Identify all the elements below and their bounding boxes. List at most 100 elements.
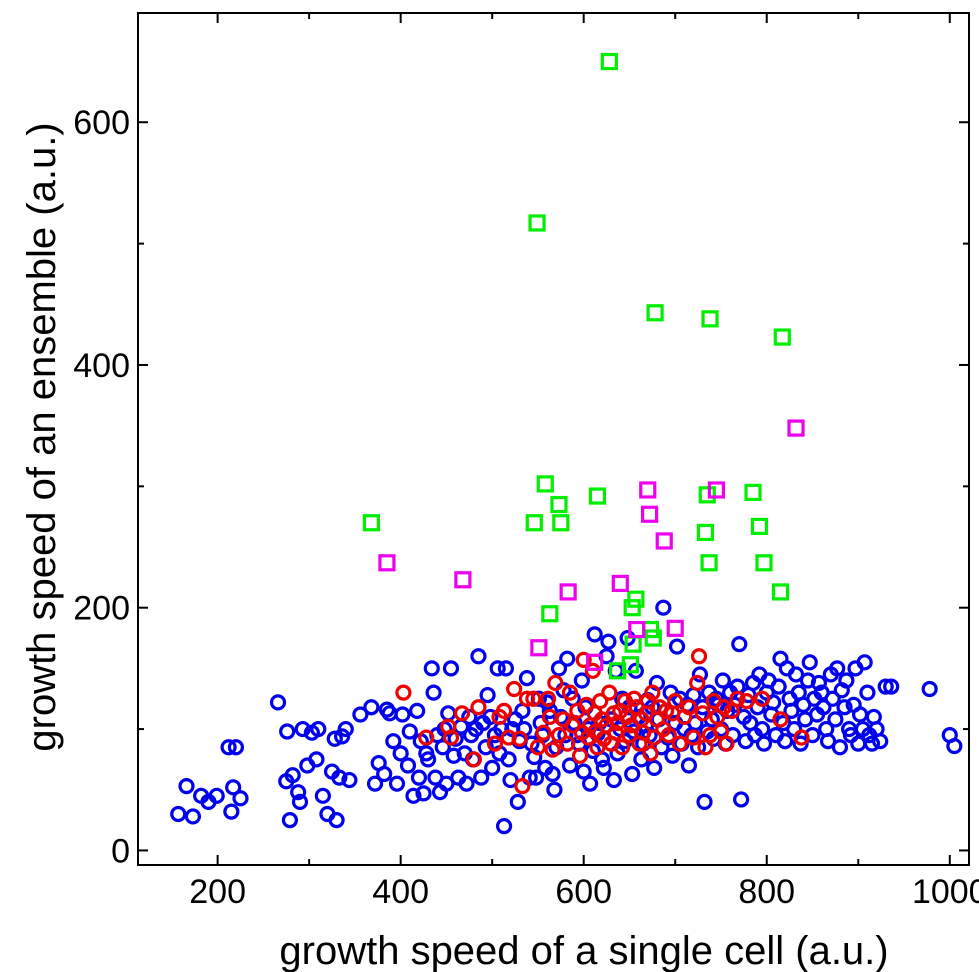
data-point [473,769,490,786]
data-point [582,775,599,792]
plot-frame [137,12,970,866]
data-point [208,787,225,804]
data-point [547,674,564,692]
data-point [754,720,771,738]
data-point [783,702,800,719]
data-point [418,729,435,746]
data-point [588,487,607,505]
data-point [489,660,506,677]
y-tick-label: 400 [73,347,130,385]
data-point [477,739,494,756]
data-point [701,310,719,328]
data-point [655,599,672,616]
data-point [479,686,496,704]
data-point [470,699,487,716]
x-tick-label: 400 [372,873,429,911]
data-point [575,651,592,668]
data-point [859,684,876,701]
data-point [308,751,325,768]
data-point [872,733,889,750]
data-point [838,672,855,689]
data-point [225,779,242,796]
data-point [639,481,657,499]
data-point [770,678,787,695]
data-point [454,571,472,589]
data-point [592,693,609,710]
data-point [314,787,331,804]
data-point [378,554,396,572]
data-point [787,419,805,437]
data-point [366,775,384,792]
data-point [787,666,805,683]
data-point [883,678,900,695]
data-point [525,690,542,707]
x-tick-label: 1000 [912,873,979,911]
data-point [536,475,554,493]
data-point [624,765,641,783]
data-point [621,656,639,674]
data-point [541,605,559,623]
data-point [442,660,460,677]
data-point [281,811,299,829]
data-point [227,739,245,756]
data-point [526,748,543,766]
x-axis-title: growth speed of a single cell (a.u.) [279,929,888,972]
data-point [511,730,528,747]
data-point [388,775,406,792]
data-point [696,523,715,542]
data-point [482,708,499,726]
data-point [425,684,442,701]
data-point [733,791,750,808]
data-point [405,787,422,804]
data-point [291,793,309,810]
data-point [718,735,735,752]
data-point [671,735,688,752]
data-point [539,690,557,707]
data-point [341,771,358,789]
data-point [571,747,589,764]
data-point [514,778,531,795]
y-tick-label: 600 [73,104,130,142]
data-point [284,767,301,784]
data-point [600,52,618,71]
data-point [310,720,327,738]
data-point [509,793,526,810]
data-point [715,699,732,716]
data-point [646,304,664,322]
data-point [392,745,409,762]
data-point [685,729,702,746]
data-point [561,684,579,701]
data-point [586,653,604,671]
data-point [628,620,646,639]
series-2 [395,648,810,795]
data-point [486,735,504,752]
data-point [518,669,536,687]
data-point [755,735,773,752]
data-point [819,733,837,750]
data-point [326,730,343,747]
data-point [667,693,684,710]
data-point [290,784,307,801]
axis-ticks [138,13,969,865]
x-tick-label: 200 [189,873,246,911]
data-point [660,727,677,744]
data-point [394,706,411,723]
data-point [946,737,963,755]
data-point [440,705,457,722]
data-point [755,554,773,572]
y-axis-title: growth speed of an ensemble (a.u.) [20,122,64,751]
data-point [827,711,844,728]
data-point [410,769,428,786]
data-point [640,505,659,523]
data-point [363,699,380,716]
data-point [729,690,746,707]
data-point [220,739,237,756]
data-point [921,680,938,698]
data-point [500,729,517,746]
data-point [815,699,832,716]
data-point [544,741,561,758]
data-point [550,727,568,744]
data-point [642,745,659,762]
data-point [694,705,711,722]
